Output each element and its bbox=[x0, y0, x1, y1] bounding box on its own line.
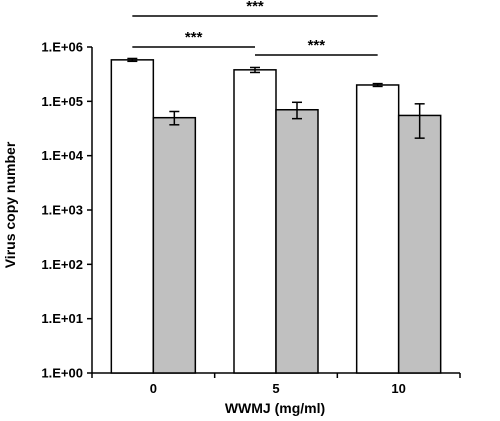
bar bbox=[233, 69, 277, 374]
x-tick-label: 10 bbox=[391, 381, 405, 396]
x-tick-label: 5 bbox=[272, 381, 279, 396]
significance-label: *** bbox=[185, 29, 203, 46]
error-bars bbox=[127, 57, 425, 139]
bar bbox=[110, 59, 155, 374]
y-axis-title: Virus copy number bbox=[2, 141, 18, 268]
bar bbox=[355, 84, 400, 374]
y-axis: 1.E+00 1.E+01 1.E+02 1.E+03 1.E+04 1.E+05 1.E+… bbox=[41, 40, 93, 381]
y-tick-label: 1.E+05 bbox=[41, 94, 83, 109]
bar bbox=[275, 108, 319, 374]
y-tick-label: 1.E+06 bbox=[41, 40, 83, 55]
bar bbox=[152, 116, 197, 374]
y-tick-label: 1.E+01 bbox=[41, 311, 83, 326]
x-tick-label: 0 bbox=[150, 381, 157, 396]
significance-annotations: *** *** *** bbox=[132, 0, 378, 56]
significance-label: *** bbox=[246, 0, 264, 15]
bar bbox=[397, 114, 442, 374]
y-tick-label: 1.E+04 bbox=[41, 148, 83, 163]
y-tick-label: 1.E+03 bbox=[41, 203, 83, 218]
y-tick-label: 1.E+00 bbox=[41, 366, 83, 381]
bars bbox=[110, 59, 442, 374]
x-axis-title: WWMJ (mg/ml) bbox=[225, 400, 325, 416]
y-tick-label: 1.E+02 bbox=[41, 257, 83, 272]
x-axis: 0 5 10 bbox=[91, 372, 461, 396]
significance-label: *** bbox=[308, 37, 326, 54]
